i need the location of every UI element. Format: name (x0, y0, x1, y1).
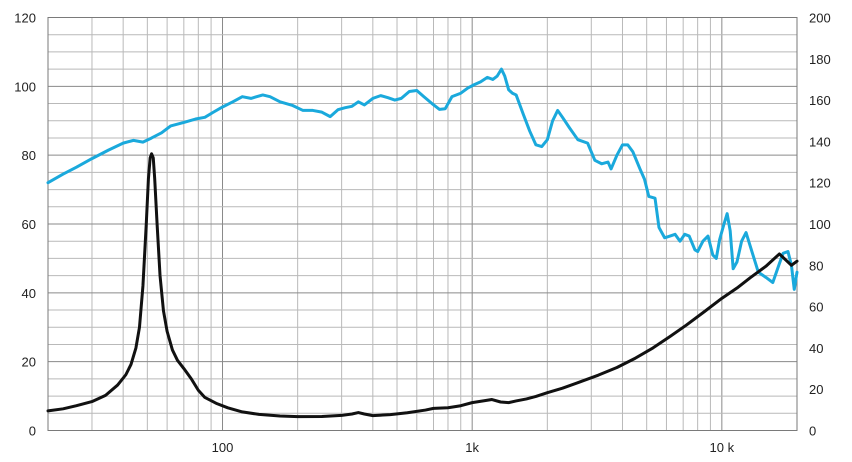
y-left-tick-label: 80 (22, 148, 36, 163)
y-right-tick-label: 60 (809, 300, 823, 315)
y-right-tick-label: 160 (809, 93, 831, 108)
y-left-tick-label: 20 (22, 355, 36, 370)
series-line-left-axis (46, 67, 799, 291)
y-left-tick-label: 100 (14, 79, 36, 94)
x-tick-labels: 100 1k 10 k (212, 440, 735, 455)
x-tick-label: 10 k (710, 440, 735, 455)
y-right-tick-label: 120 (809, 176, 831, 191)
plot-frame (47, 17, 798, 431)
y-right-tick-label: 180 (809, 52, 831, 67)
y-left-tick-label: 40 (22, 286, 36, 301)
y-right-tick-label: 100 (809, 217, 831, 232)
grid-lines (48, 17, 797, 431)
y-right-tick-label: 20 (809, 382, 823, 397)
y-right-tick-label: 140 (809, 134, 831, 149)
y-left-tick-label: 120 (14, 11, 36, 26)
y-right-tick-label: 80 (809, 258, 823, 273)
y-right-tick-labels: 0 20 40 60 80 100 120 140 160 180 200 (809, 11, 831, 439)
y-right-tick-label: 200 (809, 11, 831, 26)
series-layer (46, 67, 799, 419)
x-tick-label: 1k (465, 440, 479, 455)
y-right-tick-label: 40 (809, 341, 823, 356)
y-right-tick-label: 0 (809, 424, 816, 439)
y-left-tick-labels: 0 20 40 60 80 100 120 (14, 11, 36, 439)
y-left-tick-label: 0 (29, 424, 36, 439)
x-tick-label: 100 (212, 440, 234, 455)
y-left-tick-label: 60 (22, 217, 36, 232)
series-line-right-axis (46, 152, 799, 419)
